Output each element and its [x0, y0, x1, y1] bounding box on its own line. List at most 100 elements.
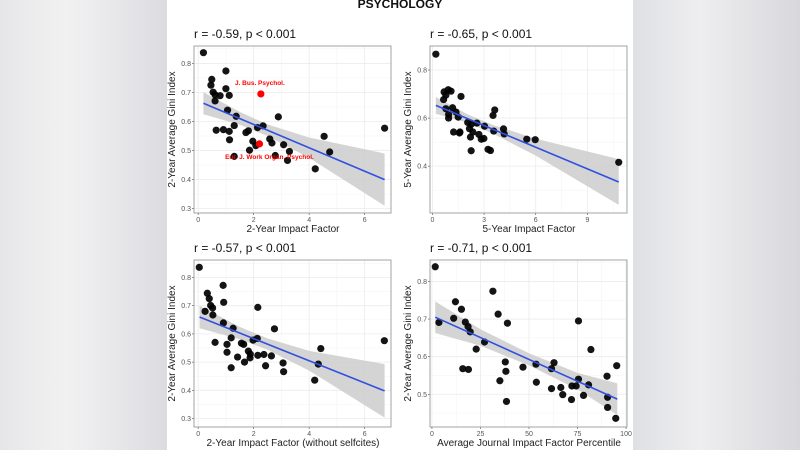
- data-point: [240, 358, 249, 366]
- data-point: [502, 367, 510, 375]
- x-tick-label: 50: [525, 431, 533, 438]
- data-point: [451, 298, 460, 306]
- data-point: [205, 295, 213, 303]
- y-tick-label: 0.3: [181, 206, 191, 213]
- data-point: [268, 139, 276, 147]
- data-point: [207, 81, 215, 89]
- y-tick-label: 0.8: [417, 279, 427, 286]
- data-point: [208, 75, 216, 83]
- highlight-label: J. Bus. Psychol.: [235, 80, 285, 87]
- data-point: [557, 383, 565, 392]
- panel-2: 0 3 6 9 0.4 0.6 0.8: [417, 45, 628, 224]
- data-point: [279, 359, 287, 367]
- data-point: [457, 305, 466, 313]
- panel-border: [193, 259, 392, 428]
- data-point: [320, 132, 328, 140]
- data-point: [381, 124, 389, 132]
- panel-3-title: r = -0.57, p < 0.001: [194, 241, 297, 255]
- highlight-label: Eur. J. Work Organ. Psychol.: [225, 154, 314, 161]
- panel-3-xlabel: 2-Year Impact Factor (without selfcites): [206, 438, 380, 449]
- data-point: [449, 128, 458, 136]
- data-point: [311, 165, 319, 173]
- panel-1-title: r = -0.59, p < 0.001: [194, 27, 297, 41]
- data-point: [574, 317, 583, 325]
- data-point: [201, 307, 209, 315]
- data-point: [311, 376, 319, 384]
- y-tick-label: 0.4: [181, 388, 191, 395]
- confidence-band: [203, 92, 385, 206]
- data-point: [267, 352, 276, 360]
- background-left: [0, 0, 167, 450]
- data-point: [260, 350, 268, 359]
- x-tick-label: 2: [252, 431, 256, 438]
- y-tick-label: 0.5: [181, 360, 191, 367]
- data-point: [523, 135, 531, 143]
- data-point: [572, 382, 580, 390]
- y-tick-label: 0.3: [181, 416, 191, 423]
- data-point: [223, 340, 231, 348]
- data-point: [519, 363, 527, 371]
- x-tick-label: 0: [196, 217, 200, 224]
- x-tick-label: 3: [482, 217, 486, 224]
- x-tick-label: 4: [307, 431, 311, 438]
- x-tick-label: 0: [196, 431, 200, 438]
- y-tick-label: 0.6: [181, 331, 191, 338]
- y-tick-label: 0.7: [181, 90, 191, 97]
- data-point: [244, 127, 252, 135]
- data-point: [450, 314, 458, 322]
- data-point: [222, 85, 230, 93]
- data-point: [491, 106, 499, 114]
- data-point: [459, 365, 467, 373]
- data-point: [227, 334, 235, 342]
- data-point: [603, 403, 612, 412]
- data-point: [447, 87, 455, 95]
- data-point: [489, 111, 497, 120]
- data-point: [550, 359, 558, 367]
- data-point: [225, 91, 233, 99]
- panel-border: [429, 45, 628, 214]
- data-point: [501, 358, 509, 366]
- data-point: [440, 95, 448, 104]
- data-point: [283, 156, 292, 165]
- data-point: [432, 50, 440, 58]
- data-point: [209, 311, 217, 319]
- data-point: [254, 303, 262, 311]
- data-point: [494, 310, 502, 318]
- panel-1: 0 2 4 6 0.3 0.4 0.5 0.6 0.7 0.8 J. Bus. Psychol. Eu…: [181, 45, 392, 224]
- panel-2-title: r = -0.65, p < 0.001: [430, 27, 533, 41]
- x-tick-label: 2: [252, 217, 256, 224]
- y-tick-label: 0.8: [181, 61, 191, 68]
- data-point: [547, 385, 556, 393]
- data-point: [208, 304, 217, 312]
- panel-4-title: r = -0.71, p < 0.001: [430, 241, 533, 255]
- panel-4-xlabel: Average Journal Impact Factor Percentile: [437, 438, 621, 449]
- data-point: [233, 353, 242, 361]
- x-tick-label: 6: [363, 217, 367, 224]
- data-point: [274, 113, 282, 121]
- x-tick-label: 6: [363, 431, 367, 438]
- data-point: [246, 354, 254, 362]
- y-tick-label: 0.7: [417, 317, 427, 324]
- data-point: [211, 97, 219, 105]
- data-point: [227, 364, 235, 372]
- x-tick-label: 4: [307, 217, 311, 224]
- data-point: [280, 141, 288, 149]
- data-point: [230, 121, 238, 130]
- data-point: [613, 362, 621, 370]
- highlighted-point: [255, 140, 264, 148]
- x-tick-label: 0: [430, 217, 434, 224]
- data-point: [212, 126, 220, 134]
- data-point: [472, 345, 480, 353]
- y-tick-label: 0.4: [417, 164, 427, 171]
- panel-4: 0 25 50 75 100 0.5 0.6 0.7 0.8: [417, 259, 632, 438]
- data-point: [271, 151, 279, 160]
- y-tick-label: 0.5: [181, 148, 191, 155]
- data-point: [502, 397, 511, 406]
- y-tick-label: 0.5: [417, 392, 427, 399]
- confidence-band: [199, 305, 385, 418]
- data-point: [579, 391, 588, 400]
- data-point: [261, 362, 270, 370]
- x-tick-label: 25: [477, 431, 485, 438]
- data-point: [464, 365, 473, 374]
- data-point: [245, 146, 254, 154]
